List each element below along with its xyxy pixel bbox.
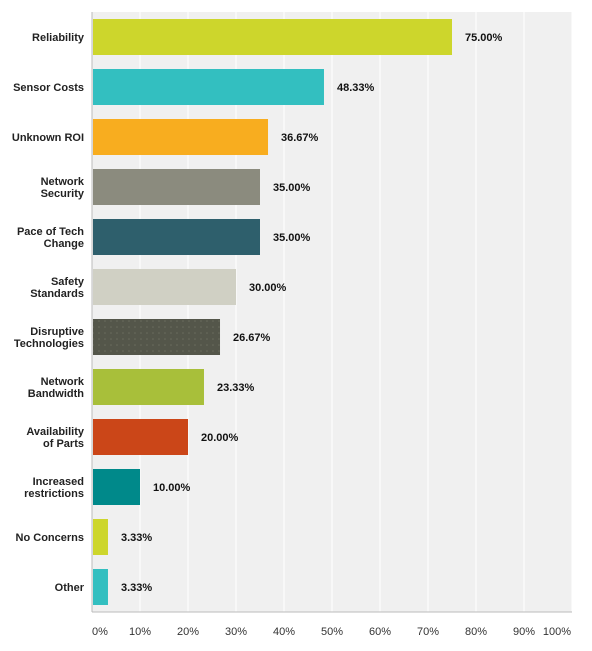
bar bbox=[93, 419, 188, 455]
category-label: Disruptive Technologies bbox=[14, 326, 84, 350]
value-label: 30.00% bbox=[249, 282, 287, 294]
value-label: 35.00% bbox=[273, 232, 311, 244]
value-label: 3.33% bbox=[121, 532, 152, 544]
category-label: Network Security bbox=[41, 176, 85, 200]
bar bbox=[93, 369, 204, 405]
bar bbox=[93, 269, 236, 305]
category-label: Unknown ROI bbox=[12, 132, 84, 144]
x-tick-label: 10% bbox=[129, 626, 151, 638]
category-label: Network Bandwidth bbox=[28, 376, 85, 400]
bar bbox=[93, 319, 221, 355]
bar bbox=[93, 219, 260, 255]
x-tick-label: 0% bbox=[92, 626, 108, 638]
category-label: Pace of Tech Change bbox=[17, 226, 84, 250]
value-label: 3.33% bbox=[121, 582, 152, 594]
bar bbox=[93, 119, 269, 155]
bar bbox=[93, 569, 108, 605]
bar bbox=[93, 169, 260, 205]
x-tick-label: 100% bbox=[543, 626, 571, 638]
x-tick-label: 40% bbox=[273, 626, 295, 638]
x-tick-label: 90% bbox=[513, 626, 535, 638]
x-axis-tick-labels: 0% 10% 20% 30% 40% 50% 60% 70% 80% 90% 100% bbox=[92, 626, 571, 638]
bar bbox=[93, 519, 108, 555]
value-label: 20.00% bbox=[201, 432, 239, 444]
x-tick-label: 30% bbox=[225, 626, 247, 638]
value-label: 36.67% bbox=[281, 132, 319, 144]
value-labels: 75.00% 48.33% 36.67% 35.00% 35.00% 30.00% 26.6… bbox=[121, 32, 503, 594]
x-tick-label: 80% bbox=[465, 626, 487, 638]
category-label: Reliability bbox=[32, 32, 85, 44]
gridlines bbox=[139, 12, 573, 612]
value-label: 35.00% bbox=[273, 182, 311, 194]
category-label: Other bbox=[55, 582, 85, 594]
bar bbox=[93, 69, 324, 105]
bar bbox=[93, 469, 140, 505]
value-label: 10.00% bbox=[153, 482, 191, 494]
bar bbox=[93, 19, 452, 55]
x-tick-label: 70% bbox=[417, 626, 439, 638]
value-label: 23.33% bbox=[217, 382, 255, 394]
x-tick-label: 20% bbox=[177, 626, 199, 638]
value-label: 48.33% bbox=[337, 82, 375, 94]
category-label: Availability of Parts bbox=[26, 426, 85, 450]
category-label: Safety Standards bbox=[30, 276, 85, 300]
category-labels: Reliability Sensor Costs Unknown ROI Networ… bbox=[12, 32, 85, 594]
value-label: 75.00% bbox=[465, 32, 503, 44]
bars bbox=[93, 19, 452, 605]
category-label: No Concerns bbox=[16, 532, 84, 544]
x-tick-label: 50% bbox=[321, 626, 343, 638]
category-label: Increased restrictions bbox=[24, 476, 84, 500]
x-tick-label: 60% bbox=[369, 626, 391, 638]
category-label: Sensor Costs bbox=[13, 82, 84, 94]
value-label: 26.67% bbox=[233, 332, 271, 344]
